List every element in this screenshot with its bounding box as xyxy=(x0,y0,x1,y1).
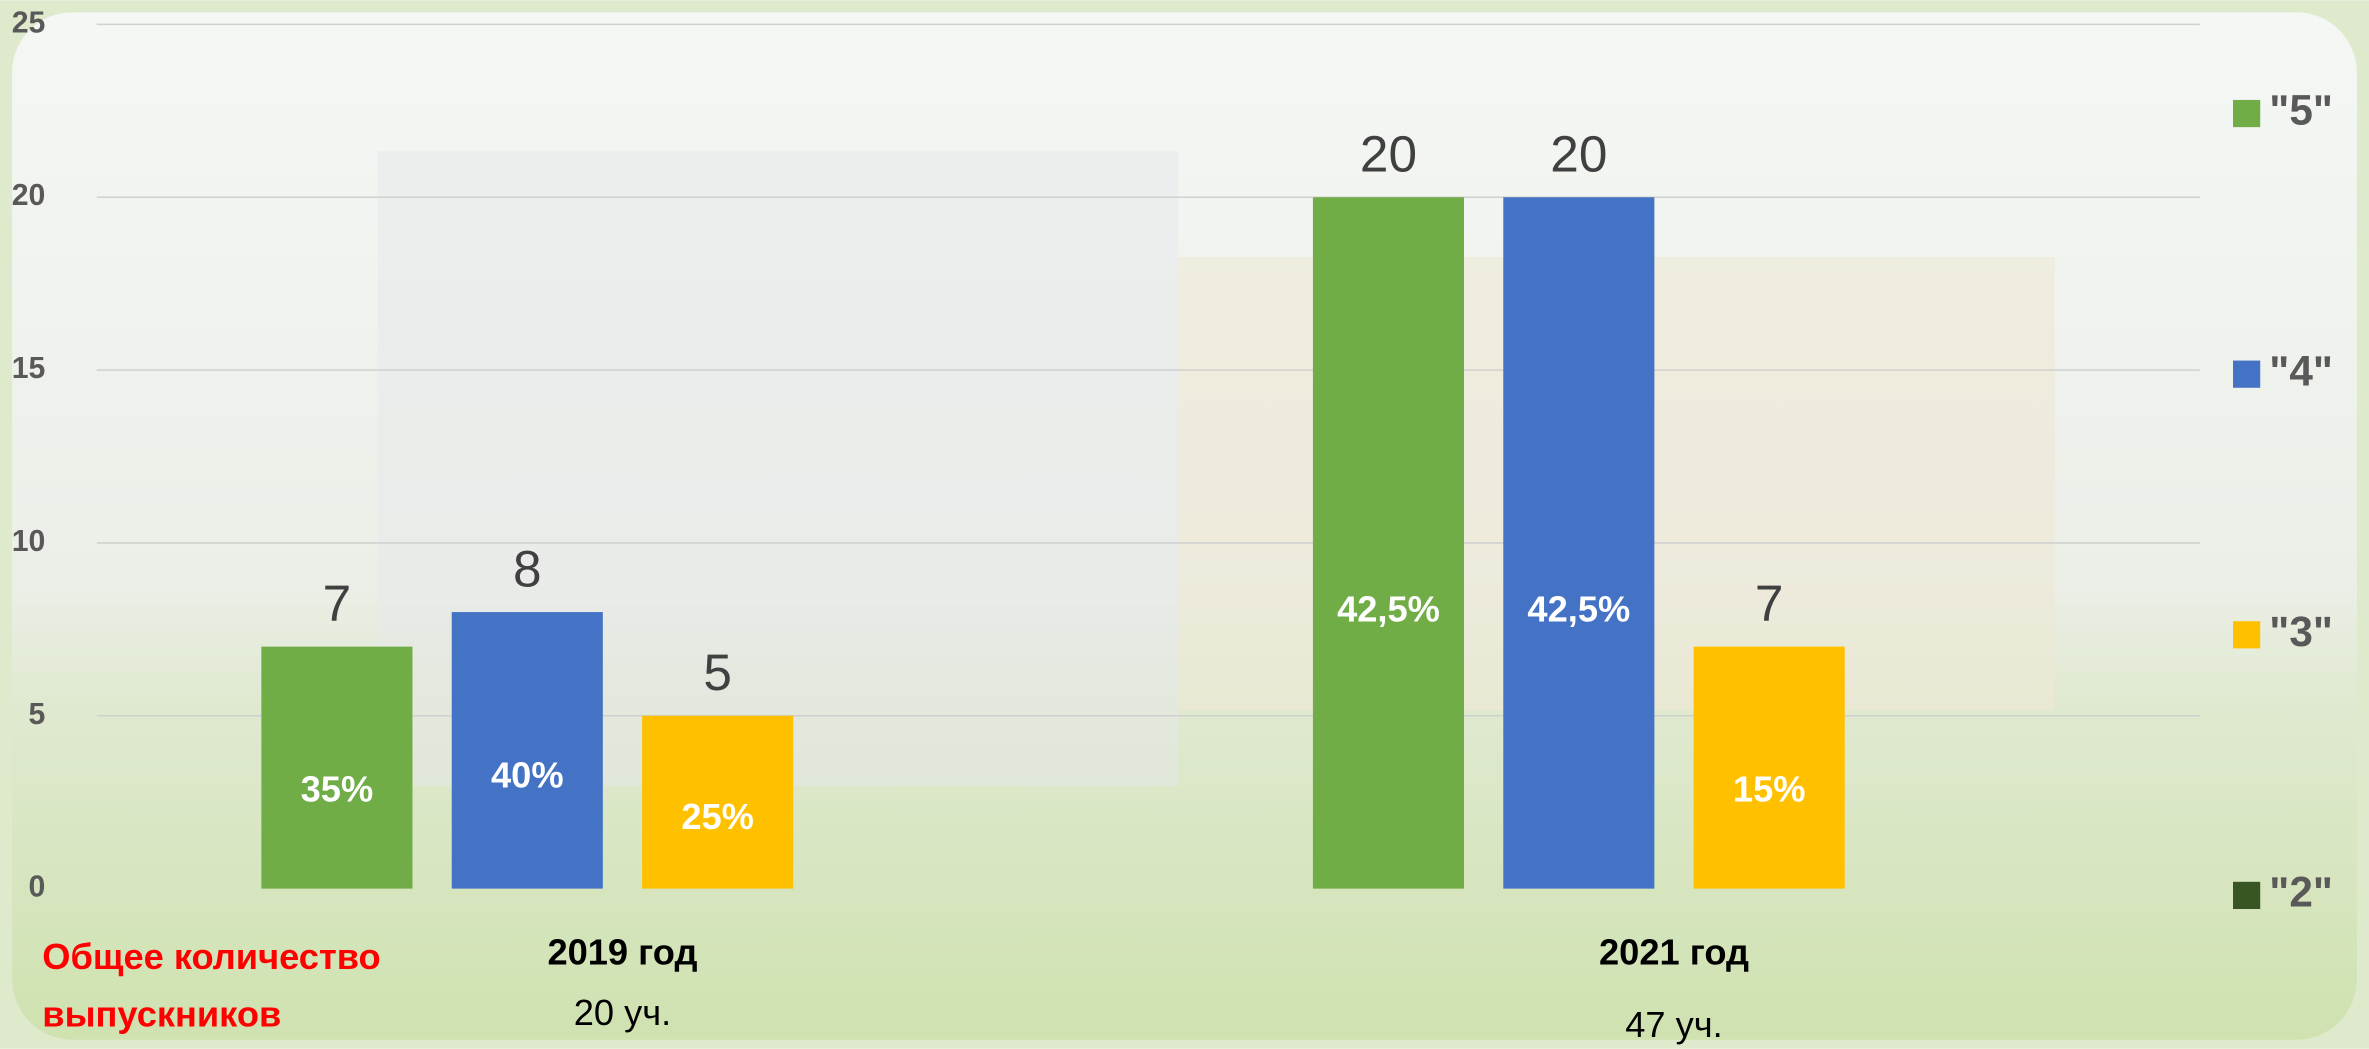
legend-swatch xyxy=(2233,621,2261,649)
total-label: 47 уч. xyxy=(1625,1004,1722,1045)
value-label: 20 xyxy=(1360,126,1417,183)
x-tick-label: 2019 год xyxy=(547,932,697,973)
y-tick-label: 15 xyxy=(12,352,46,385)
bar xyxy=(261,646,413,889)
percent-label: 42,5% xyxy=(1337,589,1440,630)
percent-label: 15% xyxy=(1733,768,1806,809)
legend-label: "4" xyxy=(2269,347,2333,394)
legend-label: "2" xyxy=(2269,869,2333,916)
y-tick-label: 10 xyxy=(12,525,46,558)
bar xyxy=(451,612,603,889)
value-label: 5 xyxy=(703,644,732,701)
x-tick-label: 2021 год xyxy=(1599,932,1749,973)
y-tick-label: 0 xyxy=(29,871,46,904)
value-label: 8 xyxy=(513,540,542,597)
y-tick-label: 20 xyxy=(12,179,46,212)
annotation: выпускников xyxy=(42,994,281,1035)
bar xyxy=(1312,197,1465,889)
percent-label: 25% xyxy=(681,796,754,837)
y-tick-label: 5 xyxy=(29,698,46,731)
percent-label: 42,5% xyxy=(1527,589,1630,630)
value-label: 7 xyxy=(1755,575,1784,632)
value-label: 20 xyxy=(1550,126,1607,183)
total-label: 20 уч. xyxy=(574,992,671,1033)
bar xyxy=(1503,197,1655,889)
value-label: 7 xyxy=(323,575,352,632)
legend-swatch xyxy=(2233,881,2261,910)
percent-label: 40% xyxy=(491,755,564,796)
legend-label: "5" xyxy=(2269,87,2333,134)
bar xyxy=(1693,646,1845,889)
percent-label: 35% xyxy=(301,768,374,809)
bar xyxy=(642,715,794,889)
legend-label: "3" xyxy=(2269,608,2333,655)
y-tick-label: 25 xyxy=(12,6,46,39)
legend-swatch xyxy=(2233,360,2261,388)
legend-swatch xyxy=(2233,99,2261,128)
annotation: Общее количество xyxy=(42,936,380,977)
